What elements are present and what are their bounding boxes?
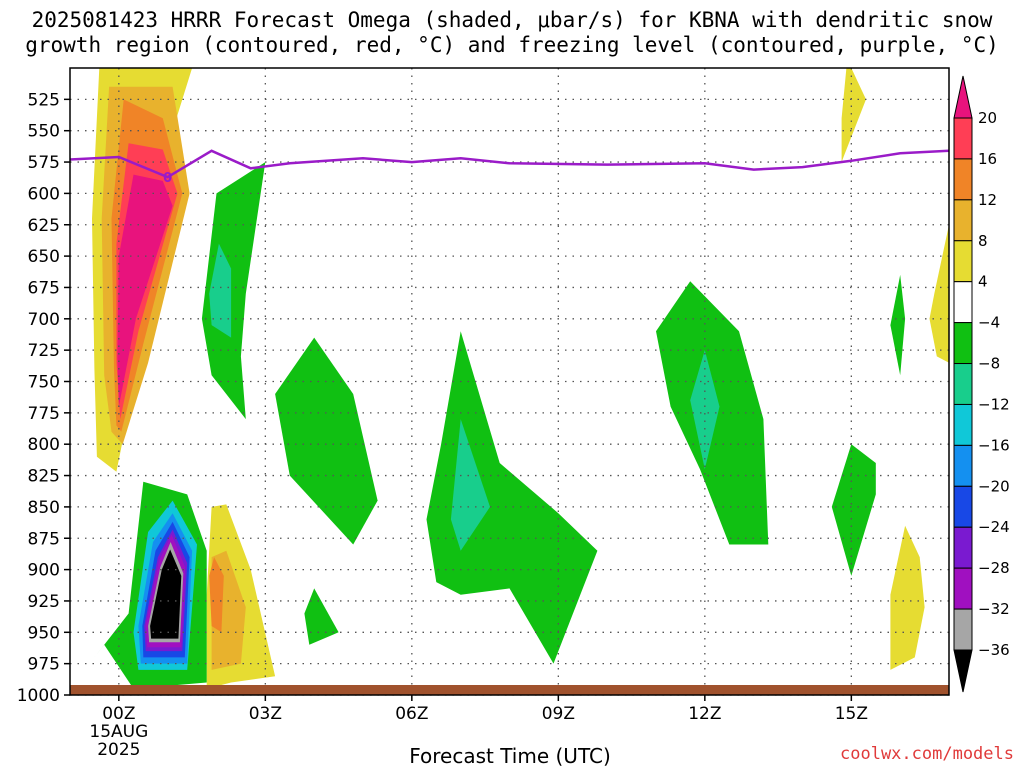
colorbar-top-arrow bbox=[953, 75, 973, 119]
freezing-level-contour: 0 bbox=[69, 149, 950, 186]
y-tick-label-550: 550 bbox=[28, 122, 60, 142]
colorbar-swatch-7 bbox=[953, 403, 973, 446]
colorbar-level-5: −4 bbox=[978, 314, 1000, 332]
x-tick-label-06Z: 06Z bbox=[395, 704, 428, 724]
chart-title: 2025081423 HRRR Forecast Omega (shaded, … bbox=[0, 8, 1024, 58]
y-tick-label-525: 525 bbox=[28, 90, 60, 110]
omega-region-28 bbox=[150, 549, 182, 639]
omega-region-16 bbox=[450, 419, 490, 551]
credit-link[interactable]: coolwx.com/models bbox=[840, 744, 1014, 764]
omega-region-10 bbox=[890, 525, 925, 670]
y-tick-label-700: 700 bbox=[28, 310, 60, 330]
colorbar-level-11: −28 bbox=[978, 559, 1010, 577]
x-tick-label-15Z: 15Z bbox=[835, 704, 868, 724]
colorbar-level-2: 12 bbox=[978, 191, 997, 209]
y-tick-label-750: 750 bbox=[28, 373, 60, 393]
omega-region-7 bbox=[209, 557, 224, 633]
colorbar-swatch-2 bbox=[953, 199, 973, 242]
y-tick-label-950: 950 bbox=[28, 623, 60, 643]
x-tick-label-09Z: 09Z bbox=[542, 704, 575, 724]
colorbar-swatch-3 bbox=[953, 240, 973, 283]
omega-region-14 bbox=[304, 588, 339, 645]
y-axis-ticks: 525 550 575 600 625 650 675 700 725 750 775 800 825 8… bbox=[17, 90, 70, 706]
terrain-surface bbox=[70, 685, 949, 695]
y-tick-label-825: 825 bbox=[28, 467, 60, 487]
x-tick-label-12Z: 12Z bbox=[688, 704, 721, 724]
colorbar-level-0: 20 bbox=[978, 109, 997, 127]
omega-shading bbox=[92, 68, 949, 689]
y-tick-label-775: 775 bbox=[28, 404, 60, 424]
omega-region-9 bbox=[929, 224, 949, 363]
omega-region-19 bbox=[831, 444, 876, 576]
title-line-1: 2025081423 HRRR Forecast Omega (shaded, … bbox=[31, 8, 993, 32]
omega-region-15 bbox=[426, 331, 598, 664]
x-tick-year-label: 2025 bbox=[97, 740, 140, 760]
y-tick-label-800: 800 bbox=[28, 435, 60, 455]
y-tick-label-650: 650 bbox=[28, 247, 60, 267]
colorbar-level-9: −20 bbox=[978, 477, 1010, 495]
y-tick-label-925: 925 bbox=[28, 592, 60, 612]
colorbar-swatch-11 bbox=[953, 567, 973, 610]
omega-region-4 bbox=[117, 174, 173, 407]
colorbar-level-12: −32 bbox=[978, 600, 1010, 618]
omega-region-18 bbox=[690, 350, 720, 470]
colorbar-swatch-8 bbox=[953, 444, 973, 487]
x-axis-label: Forecast Time (UTC) bbox=[409, 744, 611, 768]
colorbar-level-8: −16 bbox=[978, 436, 1010, 454]
omega-region-20 bbox=[890, 274, 906, 376]
y-tick-label-625: 625 bbox=[28, 216, 60, 236]
y-tick-label-725: 725 bbox=[28, 341, 60, 361]
y-tick-label-900: 900 bbox=[28, 561, 60, 581]
y-tick-label-850: 850 bbox=[28, 498, 60, 518]
x-tick-label-00Z: 00Z bbox=[102, 704, 135, 724]
colorbar: 20 16 12 8 4 −4 −8 −12 −16 −20 −24 −28 −32 −36 bbox=[953, 75, 1010, 693]
colorbar-swatch-10 bbox=[953, 526, 973, 569]
omega-region-11 bbox=[201, 162, 266, 420]
colorbar-level-6: −8 bbox=[978, 355, 1000, 373]
colorbar-swatch-4 bbox=[953, 281, 973, 324]
y-tick-label-600: 600 bbox=[28, 184, 60, 204]
colorbar-level-7: −12 bbox=[978, 395, 1010, 413]
colorbar-level-4: 4 bbox=[978, 273, 988, 291]
omega-region-13 bbox=[275, 337, 378, 545]
colorbar-level-10: −24 bbox=[978, 518, 1010, 536]
freezing-level-line bbox=[69, 149, 950, 179]
colorbar-level-13: −36 bbox=[978, 641, 1010, 659]
x-tick-date-label: 15AUG bbox=[89, 722, 148, 742]
y-tick-label-875: 875 bbox=[28, 529, 60, 549]
title-line-2: growth region (contoured, red, °C) and f… bbox=[25, 33, 999, 57]
colorbar-swatch-1 bbox=[953, 158, 973, 201]
omega-region-8 bbox=[841, 68, 866, 163]
x-tick-label-03Z: 03Z bbox=[249, 704, 282, 724]
y-tick-label-575: 575 bbox=[28, 153, 60, 173]
colorbar-swatch-5 bbox=[953, 322, 973, 365]
colorbar-level-3: 8 bbox=[978, 232, 988, 250]
colorbar-swatch-9 bbox=[953, 485, 973, 528]
omega-region-12 bbox=[209, 243, 232, 338]
terrain-band bbox=[70, 685, 949, 695]
y-tick-label-1000: 1000 bbox=[17, 686, 60, 706]
freezing-level-label: 0 bbox=[163, 171, 172, 186]
colorbar-level-1: 16 bbox=[978, 150, 997, 168]
colorbar-swatch-12 bbox=[953, 608, 973, 651]
y-tick-label-975: 975 bbox=[28, 655, 60, 675]
colorbar-bottom-arrow bbox=[953, 649, 973, 693]
colorbar-swatch-0 bbox=[953, 117, 973, 160]
colorbar-swatch-6 bbox=[953, 363, 973, 405]
y-tick-label-675: 675 bbox=[28, 278, 60, 298]
